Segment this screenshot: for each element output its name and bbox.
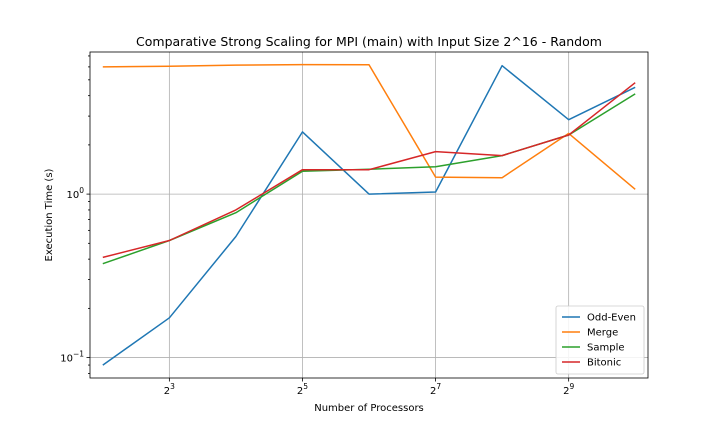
y-tick-label-base: 10 <box>66 190 79 201</box>
x-tick-label-exponent: 9 <box>569 382 574 391</box>
chart-title: Comparative Strong Scaling for MPI (main… <box>136 34 602 49</box>
x-tick-label-base: 2 <box>430 386 436 397</box>
legend-label-odd-even: Odd-Even <box>587 313 636 324</box>
series-line-bitonic <box>102 82 636 259</box>
x-tick-label-exponent: 5 <box>303 382 308 391</box>
x-tick-label: 25 <box>297 382 308 397</box>
legend: Odd-Even Merge Sample Bitonic <box>555 305 645 375</box>
y-axis-label: Execution Time (s) <box>44 168 55 261</box>
series-line-merge <box>102 63 636 190</box>
x-tick-label: 29 <box>563 382 574 397</box>
x-tick-label-exponent: 3 <box>170 382 175 391</box>
x-tick-label-base: 2 <box>563 386 569 397</box>
x-tick-label-base: 2 <box>297 386 303 397</box>
series-line-odd-even <box>102 64 636 366</box>
legend-label-merge: Merge <box>587 328 618 339</box>
x-tick-label-base: 2 <box>164 386 170 397</box>
x-tick-label: 23 <box>164 382 175 397</box>
y-tick-label: 100 <box>66 186 84 201</box>
series-lines <box>102 63 636 366</box>
x-axis-label: Number of Processors <box>314 403 424 414</box>
x-tick-label-exponent: 7 <box>436 382 441 391</box>
y-tick-label-base: 10 <box>60 354 73 365</box>
plot-frame <box>89 51 649 379</box>
legend-label-bitonic: Bitonic <box>587 358 621 369</box>
y-tick-label: 10−1 <box>60 350 84 365</box>
legend-label-sample: Sample <box>587 343 625 354</box>
x-tick-label: 27 <box>430 382 441 397</box>
legend-box <box>555 305 645 375</box>
y-tick-label-exponent: 0 <box>79 186 84 195</box>
y-tick-label-exponent: −1 <box>73 350 84 359</box>
